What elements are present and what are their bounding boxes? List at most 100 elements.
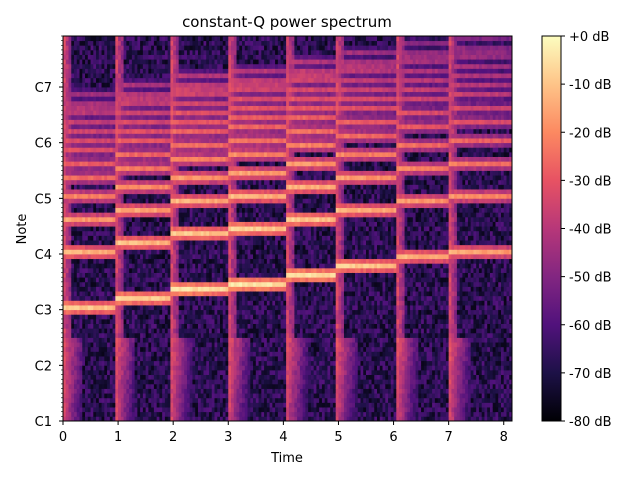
spectrogram-cell <box>137 156 141 162</box>
spectrogram-cell <box>181 323 185 329</box>
spectrogram-cell <box>115 179 119 185</box>
spectrogram-cell <box>197 360 202 366</box>
spectrogram-cell <box>167 272 171 278</box>
spectrogram-cell <box>98 198 102 204</box>
spectrogram-cell <box>98 295 102 301</box>
spectrogram-cell <box>208 230 213 236</box>
spectrogram-cell <box>112 63 116 69</box>
spectrogram-cell <box>184 416 188 421</box>
spectrogram-cell <box>145 346 149 352</box>
spectrogram-cell <box>68 342 72 348</box>
spectrogram-cell <box>118 156 122 162</box>
spectrogram-cell <box>107 49 111 55</box>
spectrogram-cell <box>217 365 221 371</box>
spectrogram-cell <box>98 360 102 366</box>
spectrogram-cell <box>225 235 229 241</box>
spectrogram-cell <box>148 369 152 376</box>
spectrogram-cell <box>195 286 199 292</box>
spectrogram-cell <box>208 45 213 51</box>
spectrogram-cell <box>170 59 174 65</box>
spectrogram-cell <box>120 342 124 348</box>
spectrogram-cell <box>115 40 119 46</box>
spectrogram-cell <box>159 318 163 324</box>
spectrogram-cell <box>79 114 83 120</box>
spectrogram-cell <box>153 170 158 176</box>
spectrogram-cell <box>74 198 78 204</box>
spectrogram-cell <box>142 40 147 46</box>
spectrogram-cell <box>74 161 78 167</box>
spectrogram-cell <box>181 230 185 236</box>
spectrogram-cell <box>93 161 97 167</box>
spectrogram-cell <box>156 124 160 130</box>
spectrogram-cell <box>123 346 127 352</box>
spectrogram-cell <box>90 254 94 260</box>
spectrogram-cell <box>85 202 89 209</box>
spectrogram-cell <box>131 277 136 283</box>
spectrogram-cell <box>112 128 116 134</box>
spectrogram-cell <box>104 179 108 185</box>
spectrogram-cell <box>159 309 163 315</box>
spectrogram-cell <box>79 235 83 241</box>
spectrogram-cell <box>159 277 163 283</box>
spectrogram-cell <box>90 207 94 213</box>
spectrogram-cell <box>167 323 171 329</box>
spectrogram-cell <box>101 96 105 102</box>
spectrogram-cell <box>137 365 141 371</box>
spectrogram-cell <box>145 114 149 120</box>
spectrogram-cell <box>126 156 130 162</box>
spectrogram-cell <box>225 397 229 403</box>
spectrogram-cell <box>151 318 155 324</box>
spectrogram-cell <box>137 254 141 260</box>
spectrogram-cell <box>74 240 78 246</box>
spectrogram-cell <box>195 45 199 51</box>
spectrogram-cell <box>189 59 193 65</box>
spectrogram-cell <box>82 36 86 42</box>
spectrogram-cell <box>96 323 100 329</box>
spectrogram-cell <box>181 267 185 273</box>
spectrogram-cell <box>96 45 100 51</box>
spectrogram-cell <box>131 360 136 366</box>
spectrogram-cell <box>153 124 158 130</box>
spectrogram-cell <box>211 170 215 176</box>
spectrogram-cell <box>148 179 152 185</box>
spectrogram-cell <box>90 77 94 83</box>
spectrogram-cell <box>175 397 180 403</box>
spectrogram-cell <box>68 258 72 264</box>
spectrogram-cell <box>214 411 218 417</box>
spectrogram-cell <box>170 198 174 204</box>
spectrogram-cell <box>104 235 108 241</box>
spectrogram-cell <box>68 114 72 120</box>
spectrogram-cell <box>101 346 105 352</box>
spectrogram-cell <box>186 309 191 315</box>
spectrogram-cell <box>173 175 177 181</box>
spectrogram-cell <box>156 388 160 394</box>
spectrogram-cell <box>131 216 136 222</box>
spectrogram-cell <box>101 240 105 246</box>
spectrogram-cell <box>82 82 86 88</box>
spectrogram-cell <box>217 184 221 190</box>
spectrogram-cell <box>186 151 191 157</box>
spectrogram-cell <box>222 59 226 65</box>
spectrogram-cell <box>74 281 78 287</box>
spectrogram-cell <box>112 165 116 171</box>
spectrogram-cell <box>151 281 155 287</box>
spectrogram-cell <box>109 59 113 65</box>
spectrogram-cell <box>129 161 133 167</box>
spectrogram-cell <box>197 161 202 167</box>
spectrogram-cell <box>211 235 215 241</box>
spectrogram-cell <box>153 314 158 320</box>
spectrogram-cell <box>96 161 100 167</box>
spectrogram-cell <box>145 342 149 348</box>
spectrogram-cell <box>195 407 199 413</box>
spectrogram-cell <box>87 254 91 260</box>
spectrogram-cell <box>151 165 155 171</box>
spectrogram-cell <box>184 360 188 366</box>
spectrogram-cell <box>96 87 100 93</box>
spectrogram-cell <box>206 133 210 139</box>
spectrogram-cell <box>79 314 83 320</box>
spectrogram-cell <box>192 202 196 209</box>
spectrogram-cell <box>82 365 86 371</box>
spectrogram-cell <box>220 87 224 93</box>
spectrogram-cell <box>76 184 80 190</box>
spectrogram-cell <box>101 267 105 273</box>
